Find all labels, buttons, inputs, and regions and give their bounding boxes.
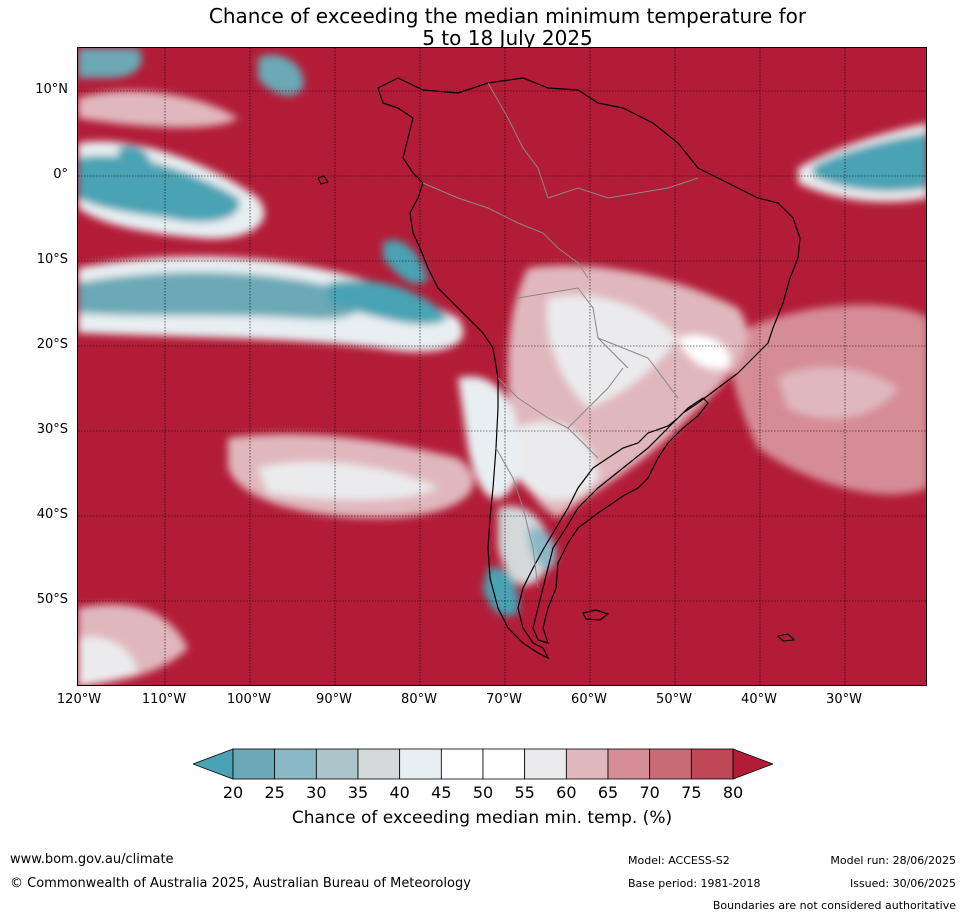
argentina-central-white [518,421,598,501]
south-georgia [776,633,796,642]
base-period: Base period: 1981-2018 [628,877,761,890]
brazil-white-patch [678,335,730,370]
lon-label-100w: 100°W [226,692,272,707]
south-america-coastline [377,77,801,660]
colorbar-segment [315,748,359,780]
graticule [78,48,926,685]
lat-label-10n: 10°N [35,82,68,97]
falkland-islands [582,609,610,621]
colorbar-tick-label: 20 [222,783,244,802]
map-canvas [78,48,926,685]
lat-label-30s: 30°S [36,422,68,437]
far-southwest-white [78,637,138,685]
colorbar-segment [649,748,692,780]
central-america-teal [258,54,304,96]
lat-label-10s: 10°S [36,252,68,267]
pacific-south-band-teal [78,272,359,319]
colorbar-segment [232,748,276,780]
lon-label-120w: 120°W [56,692,102,707]
lon-label-50w: 50°W [656,692,692,707]
colorbar-segment [482,748,526,780]
colorbar-tick-label: 35 [347,783,369,802]
country-borders [422,82,699,589]
colorbar-tick-label: 50 [472,783,494,802]
colorbar-segment [274,748,317,780]
colorbar-segment [399,748,442,780]
pacific-north-teal [78,48,142,78]
colorbar-segment [357,748,401,780]
model-name: Model: ACCESS-S2 [628,854,730,867]
issued-date: Issued: 30/06/2025 [849,877,956,890]
colorbar-tick-label: 45 [431,783,452,802]
colorbar-tick-label: 65 [597,783,619,802]
colorbar-segment [607,748,651,780]
pacific-eq-patch [118,145,151,175]
lat-label-20s: 20°S [36,337,68,352]
colorbar [193,748,773,780]
south-pacific-white [258,461,438,500]
model-run-date: Model run: 28/06/2025 [830,854,956,867]
pacific-south-teal-patch [328,280,448,325]
lat-label-0: 0° [53,167,68,182]
lat-label-50s: 50°S [36,592,68,607]
lon-label-90w: 90°W [316,692,352,707]
patagonia-blue [528,527,557,569]
pacific-eq-band-teal [78,155,240,222]
colorbar-segment [690,748,734,780]
boundaries-disclaimer: Boundaries are not considered authoritat… [712,899,956,912]
map-title-line1: Chance of exceeding the median minimum t… [208,4,807,28]
colorbar-tick-label: 80 [722,783,744,802]
chile-coast-white [458,376,520,500]
colorbar-tick-label: 25 [264,783,285,802]
colorbar-segment [524,748,567,780]
website-link[interactable]: www.bom.gov.au/climate [10,852,174,867]
colorbar-tick-label: 40 [389,783,410,802]
colorbar-segment [440,748,484,780]
lon-label-40w: 40°W [741,692,777,707]
lon-label-30w: 30°W [826,692,862,707]
colorbar-segment [565,748,609,780]
colorbar-tick-label: 75 [681,783,702,802]
south-atlantic-light-pink [778,367,898,419]
lon-label-110w: 110°W [141,692,187,707]
colorbar-tick-label: 70 [639,783,660,802]
map-title-line2: 5 to 18 July 2025 [422,26,593,50]
peru-coast-teal [383,239,428,285]
colorbar-over-arrow [732,748,773,780]
lon-label-60w: 60°W [571,692,607,707]
probability-map [77,47,927,686]
colorbar-tick-label: 30 [306,783,327,802]
continent-interior-white [547,295,678,408]
copyright-text: © Commonwealth of Australia 2025, Austra… [10,876,471,891]
patagonia-teal [483,567,519,617]
atlantic-eq-teal [813,133,926,192]
colorbar-tick-label: 60 [556,783,577,802]
colorbar-under-arrow [193,748,234,780]
colorbar-title: Chance of exceeding median min. temp. (%… [291,808,673,828]
pacific-north-pink [78,90,238,128]
patagonia-grey [498,506,550,586]
colorbar-tick-label: 55 [514,783,535,802]
lon-label-70w: 70°W [486,692,522,707]
lon-label-80w: 80°W [401,692,437,707]
galapagos-islands [317,175,329,185]
lat-label-40s: 40°S [36,507,68,522]
